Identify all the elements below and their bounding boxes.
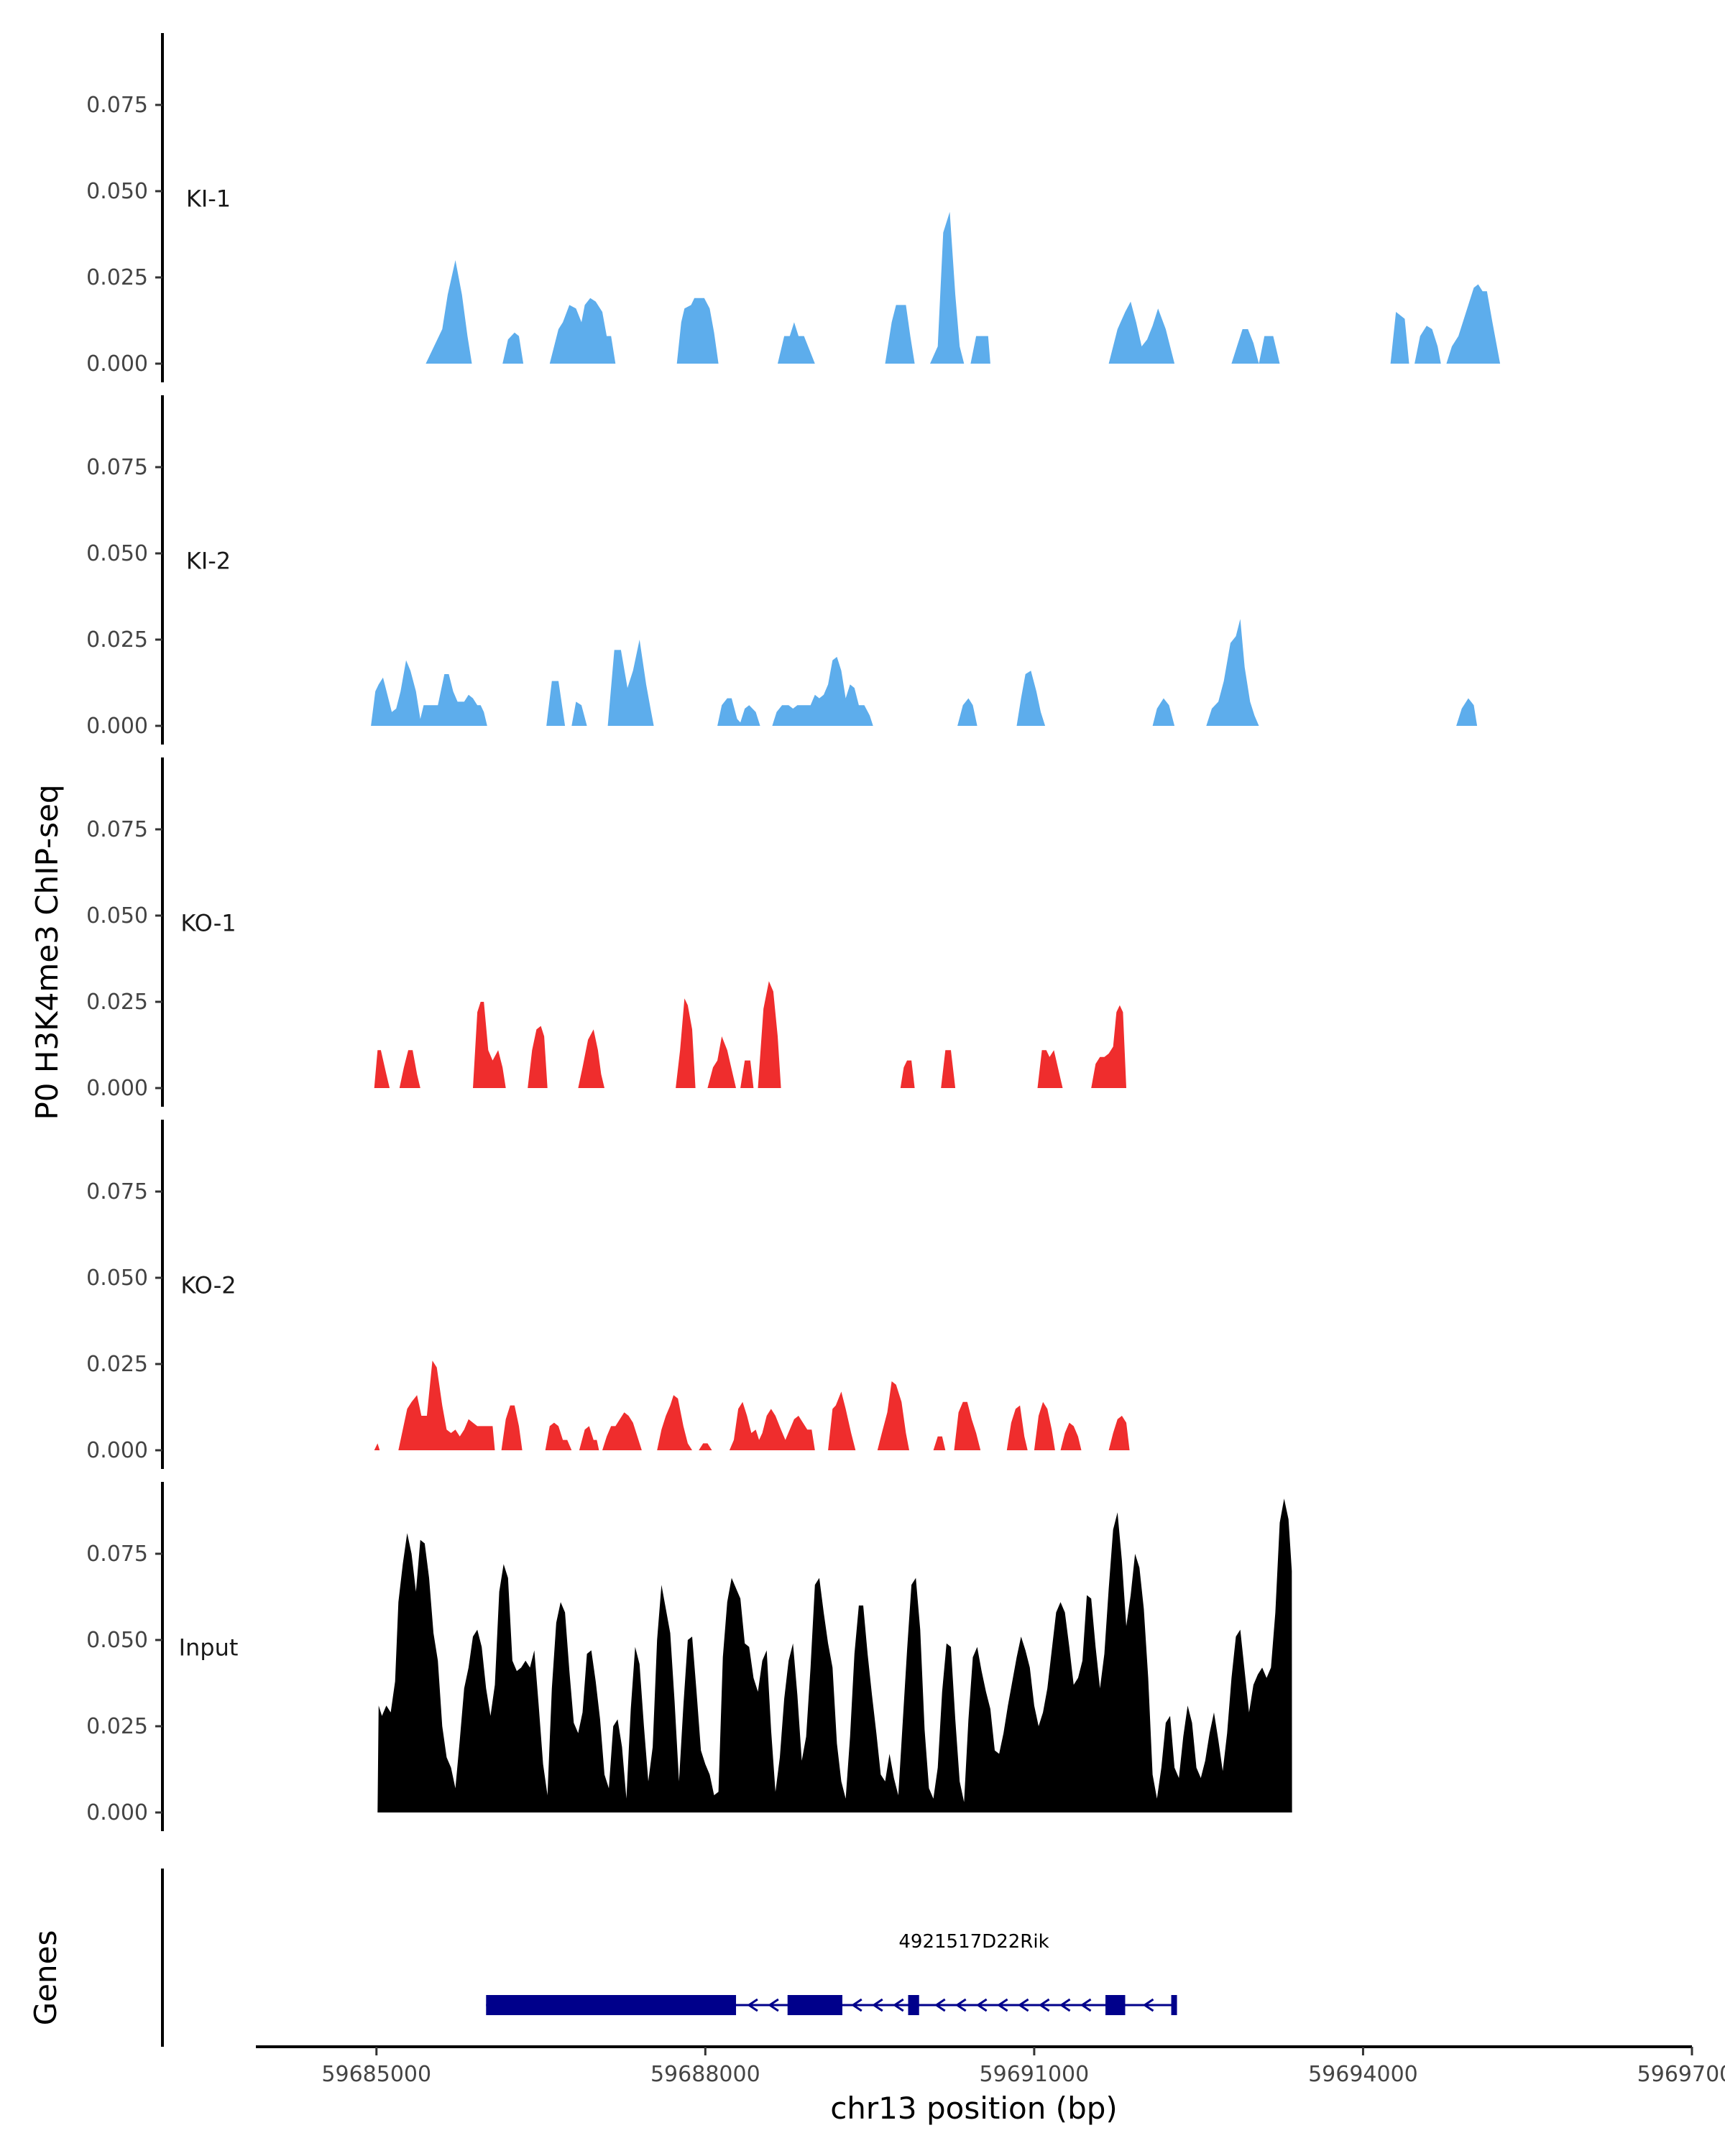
y-tick-label: 0.025 — [86, 627, 148, 653]
y-tick-label: 0.075 — [86, 455, 148, 480]
y-tick-label: 0.075 — [86, 817, 148, 842]
track-label: KI-1 — [186, 185, 231, 213]
track-ki-1: 0.000 0.025 0.050 0.075 KI-1 — [86, 33, 1501, 382]
track-ki-2: 0.000 0.025 0.050 0.075 KI-2 — [86, 395, 1478, 745]
track-label: KO-1 — [180, 910, 236, 937]
y-tick-label: 0.025 — [86, 265, 148, 290]
y-tick-label: 0.025 — [86, 1714, 148, 1739]
x-tick-label: 59694000 — [1308, 2062, 1418, 2087]
track-ko-2: 0.000 0.025 0.050 0.075 KO-2 — [86, 1120, 1130, 1469]
x-axis: 59685000 59688000 59691000 59694000 59697000 — [256, 2045, 1725, 2087]
y-tick-label: 0.050 — [86, 179, 148, 204]
signal-tracks: 0.0000.0250.0500.075KI-10.0000.0250.0500… — [86, 33, 1501, 1831]
strand-arrow — [934, 1998, 946, 2012]
track-label: KO-2 — [180, 1272, 236, 1299]
strand-arrow — [768, 1998, 779, 2012]
strand-arrow — [851, 1998, 862, 2012]
y-tick-label: 0.000 — [86, 1800, 148, 1825]
y-tick-label: 0.075 — [86, 1542, 148, 1567]
y-tick-label: 0.000 — [86, 1076, 148, 1101]
strand-arrow — [1038, 1998, 1050, 2012]
gene-name-label: 4921517D22Rik — [898, 1931, 1049, 1953]
strand-arrow — [996, 1998, 1008, 2012]
y-tick-label: 0.050 — [86, 1266, 148, 1291]
signal-area — [374, 1360, 1130, 1450]
signal-area — [377, 1498, 1292, 1812]
track-label: KI-2 — [186, 548, 231, 575]
strand-arrow — [872, 1998, 883, 2012]
y-tick-label: 0.050 — [86, 1628, 148, 1653]
y-tick-label: 0.075 — [86, 1179, 148, 1204]
y-tick-label: 0.050 — [86, 541, 148, 566]
gene-track-panel: Genes 4921517D22Rik — [28, 1869, 1177, 2047]
track-input: 0.000 0.025 0.050 0.075 Input — [86, 1482, 1292, 1831]
x-tick-label: 59685000 — [321, 2062, 431, 2087]
exon-block — [486, 1995, 737, 2015]
y-tick-label: 0.025 — [86, 990, 148, 1015]
y-tick-label: 0.000 — [86, 1438, 148, 1463]
strand-arrow — [1142, 1998, 1154, 2012]
exon-block — [1105, 1995, 1126, 2015]
signal-area — [374, 981, 1127, 1088]
x-axis-title: chr13 position (bp) — [830, 2091, 1118, 2126]
strand-arrow — [975, 1998, 988, 2012]
signal-area — [371, 619, 1478, 726]
strand-arrow — [1059, 1998, 1071, 2012]
gene-track-label: Genes — [28, 1930, 63, 2026]
signal-area — [426, 211, 1501, 364]
y-tick-label: 0.000 — [86, 714, 148, 739]
gene-model — [486, 1995, 1177, 2015]
strand-arrow — [747, 1998, 758, 2012]
y-axis-title: P0 H3K4me3 ChIP-seq — [29, 784, 65, 1120]
exon-block — [908, 1995, 919, 2015]
track-ko-1: 0.000 0.025 0.050 0.075 KO-1 — [86, 757, 1127, 1107]
x-tick-label: 59688000 — [650, 2062, 760, 2087]
y-tick-label: 0.075 — [86, 93, 148, 118]
exon-block — [787, 1995, 842, 2015]
y-tick-label: 0.000 — [86, 351, 148, 377]
strand-arrow — [1080, 1998, 1092, 2012]
track-label: Input — [179, 1634, 239, 1662]
x-tick-label: 59691000 — [980, 2062, 1090, 2087]
y-tick-label: 0.025 — [86, 1352, 148, 1377]
y-tick-label: 0.050 — [86, 903, 148, 929]
x-tick-label: 59697000 — [1637, 2062, 1725, 2087]
exon-block — [1171, 1995, 1177, 2015]
strand-arrow — [1017, 1998, 1029, 2012]
strand-arrow — [893, 1998, 904, 2012]
strand-arrow — [954, 1998, 967, 2012]
